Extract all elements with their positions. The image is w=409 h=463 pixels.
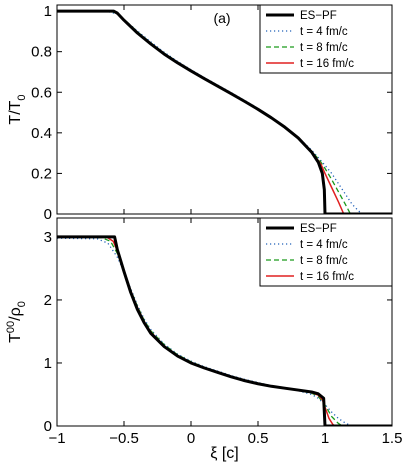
series-line-0 <box>57 235 392 426</box>
legend-label-1: t = 4 fm/c <box>300 26 348 38</box>
axes-frame <box>56 4 393 215</box>
panel-top-temperature: 0 0.2 0.4 0.6 0.8 1 T/T0 (a) ES−PF t = 4 fm/c t = … <box>7 3 393 223</box>
x-tick-label: 0 <box>187 430 195 447</box>
panel-bottom-energy-density: −1 −0.5 0 0.5 1 1.5 0 1 2 3 T00/ρ0 ξ [c] ES−PF t = 4 … <box>5 217 403 462</box>
x-tick-label: 1.5 <box>382 430 403 447</box>
legend-label-2: t = 8 fm/c <box>300 42 348 54</box>
y-tick-label: 0.2 <box>31 165 52 182</box>
legend-label-3: t = 16 fm/c <box>300 58 354 70</box>
panel-tag: (a) <box>213 10 230 26</box>
series-line-0 <box>57 9 392 214</box>
y-axis-label: T00/ρ0 <box>5 301 28 343</box>
x-tick-label: 0.5 <box>248 430 269 447</box>
y-tick-label: 0.4 <box>31 125 52 142</box>
legend-label-3: t = 16 fm/c <box>300 271 354 283</box>
y-tick-label: 0 <box>44 206 52 223</box>
legend-label-0: ES−PF <box>300 10 337 22</box>
y-tick-label: 0.8 <box>31 44 52 61</box>
x-axis-label: ξ [c] <box>210 445 239 462</box>
y-axis-label: T/T0 <box>7 94 28 124</box>
series-group <box>57 235 392 426</box>
series-group <box>57 9 392 214</box>
x-tick-label: −1 <box>48 430 65 447</box>
y-tick-label: 0 <box>44 418 52 435</box>
y-tick-label: 1 <box>44 355 52 372</box>
y-tick-label: 0.6 <box>31 84 52 101</box>
y-tick-label: 2 <box>44 292 52 309</box>
legend-label-0: ES−PF <box>300 223 337 235</box>
y-tick-label: 1 <box>44 3 52 20</box>
y-tick-label: 3 <box>44 229 52 246</box>
legend: ES−PF t = 4 fm/c t = 8 fm/c t = 16 fm/c <box>259 4 393 74</box>
axes-frame <box>56 217 393 427</box>
legend: ES−PF t = 4 fm/c t = 8 fm/c t = 16 fm/c <box>259 217 393 287</box>
x-tick-label: −0.5 <box>109 430 139 447</box>
x-tick-label: 1 <box>321 430 329 447</box>
legend-label-1: t = 4 fm/c <box>300 239 348 251</box>
legend-label-2: t = 8 fm/c <box>300 255 348 267</box>
